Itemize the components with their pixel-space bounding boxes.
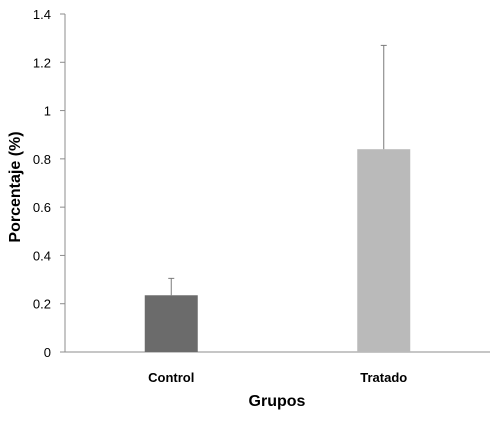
y-tick-label: 0 (44, 345, 51, 360)
x-tick-label-tratado: Tratado (360, 370, 407, 385)
bars (144, 149, 411, 352)
y-tick-label: 1.4 (33, 7, 51, 22)
error-bars (168, 44, 387, 296)
y-tick-label: 1 (44, 104, 51, 119)
y-axis-title: Porcentaje (%) (7, 131, 24, 242)
bar-tratado (357, 149, 411, 352)
y-tick-label: 0.2 (33, 297, 51, 312)
y-tick-label: 0.8 (33, 152, 51, 167)
y-tick-label: 0.6 (33, 200, 51, 215)
x-axis-title: Grupos (249, 393, 306, 410)
x-axis-tick-labels: Control Tratado (148, 370, 407, 385)
bar-control (144, 295, 198, 352)
y-tick-label: 0.4 (33, 248, 51, 263)
x-tick-label-control: Control (148, 370, 194, 385)
y-tick-label: 1.2 (33, 55, 51, 70)
y-axis-ticks: 0 0.2 0.4 0.6 0.8 1 1.2 1.4 (33, 7, 65, 360)
